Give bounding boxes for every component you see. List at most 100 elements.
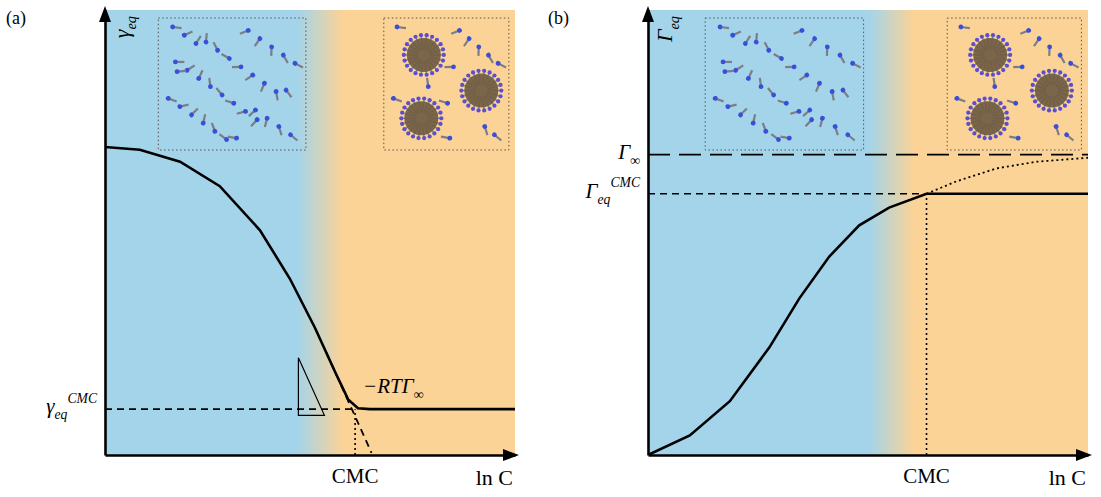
micelle-head: [439, 42, 443, 46]
micelle-head: [1008, 53, 1012, 57]
micelle-head: [972, 101, 976, 105]
reference-line: [648, 193, 927, 195]
monomer-head: [1013, 100, 1019, 106]
monomer-head: [803, 72, 810, 79]
monomer-head: [276, 123, 282, 129]
micelle-head: [439, 116, 443, 120]
surfactant-monomer: [236, 108, 248, 116]
monomer-head: [234, 135, 240, 141]
micelle-head: [996, 71, 1000, 75]
surfactant-monomer: [804, 116, 815, 128]
surfactant-monomer: [808, 35, 818, 47]
micelle-head: [983, 96, 987, 100]
reference-line: [105, 408, 355, 410]
micelle-head: [1069, 94, 1073, 98]
monomer-head: [712, 95, 718, 101]
y-axis-arrow: [642, 6, 654, 22]
surfactant-monomer: [958, 24, 970, 30]
label-sup: CMC: [67, 391, 97, 406]
x-axis-arrow: [503, 449, 519, 461]
monomer-head: [390, 95, 396, 101]
micelle-head: [441, 47, 445, 51]
label-sub: eq: [666, 16, 682, 30]
monomer-head: [799, 27, 805, 33]
surfactant-monomer: [462, 35, 472, 47]
monomer-head: [811, 35, 818, 42]
monomer-head: [196, 75, 202, 81]
micelle-head: [462, 99, 466, 103]
plot-background: [648, 10, 1088, 455]
y-axis-title: γeq: [109, 16, 139, 38]
monomer-head: [165, 95, 171, 101]
micelle-head: [1007, 47, 1011, 51]
x-axis-title: ln C: [476, 465, 513, 490]
micelle-head: [413, 71, 417, 75]
label-base: Γ: [585, 179, 599, 203]
micelle-head: [419, 33, 423, 37]
micelle-head: [1033, 78, 1037, 82]
micelle: [399, 96, 443, 140]
surfactant-monomer: [495, 60, 507, 70]
label-base: −RTΓ: [363, 374, 415, 398]
surfactant-monomer: [745, 69, 754, 81]
surfactant-monomer: [832, 123, 840, 135]
micelle-head: [402, 105, 406, 109]
slope-triangle: [298, 358, 324, 416]
monomer-head: [445, 100, 451, 106]
monomer-head: [783, 100, 789, 106]
surfactant-monomer: [174, 68, 186, 74]
monomer-head: [754, 39, 759, 44]
monomer-head: [231, 100, 237, 106]
monomer-head: [763, 128, 769, 134]
micelle-head: [1067, 78, 1071, 82]
cmc-line: [354, 409, 356, 455]
micelle-head: [400, 111, 404, 115]
micelle-head: [998, 131, 1002, 135]
surfactant-monomer: [770, 132, 782, 143]
label-sup: CMC: [610, 175, 640, 190]
surfactant-monomer: [737, 107, 748, 118]
micelle-head: [416, 136, 420, 140]
micelle-head: [966, 111, 970, 115]
monomer-head: [188, 111, 195, 118]
micelle-head: [1031, 83, 1035, 87]
monomer-head: [849, 60, 855, 66]
label-sub: ∞: [414, 387, 424, 402]
surfactant-monomer: [818, 115, 826, 127]
micelle-head: [441, 58, 445, 62]
y-axis-line: [104, 11, 107, 456]
micelle-head: [405, 64, 409, 68]
surfactant-monomer: [793, 27, 805, 36]
micelle: [402, 33, 446, 77]
micelle-head: [416, 96, 420, 100]
reference-line: [648, 154, 1088, 156]
surfactant-monomer: [757, 77, 763, 89]
micelle-head: [1041, 70, 1045, 74]
surfactant-monomer: [211, 41, 221, 53]
micelle-head: [432, 131, 436, 135]
panel: (b)ln CΓeqCMCΓ∞ΓeqCMC: [548, 6, 1092, 490]
surfactant-monomer: [273, 89, 280, 101]
surfactant-monomer: [840, 87, 851, 99]
micelle-head: [1070, 89, 1074, 93]
monomer-head: [177, 104, 183, 110]
micelle-head: [975, 68, 979, 72]
monomer-head: [451, 64, 456, 69]
monomer-head: [203, 39, 208, 44]
surfactant-monomer: [766, 86, 777, 98]
reference-label: Γ∞: [617, 140, 640, 168]
monomer-head: [261, 80, 267, 86]
micelle-head: [991, 73, 995, 77]
micelle-head: [983, 136, 987, 140]
micelle-head: [492, 73, 496, 77]
panel: (a)ln CγeqCMCγeqCMC−RTΓ∞: [6, 6, 519, 490]
monomer-head: [770, 92, 777, 99]
x-axis-line: [649, 454, 1089, 457]
surfactant-monomer: [1019, 27, 1031, 36]
monomer-head: [954, 95, 960, 101]
surfactant-monomer: [438, 98, 450, 106]
micelle-head: [442, 53, 446, 57]
monomer-head: [181, 32, 187, 38]
surfactant-monomer: [394, 24, 406, 30]
surfactant-monomer: [476, 44, 481, 56]
